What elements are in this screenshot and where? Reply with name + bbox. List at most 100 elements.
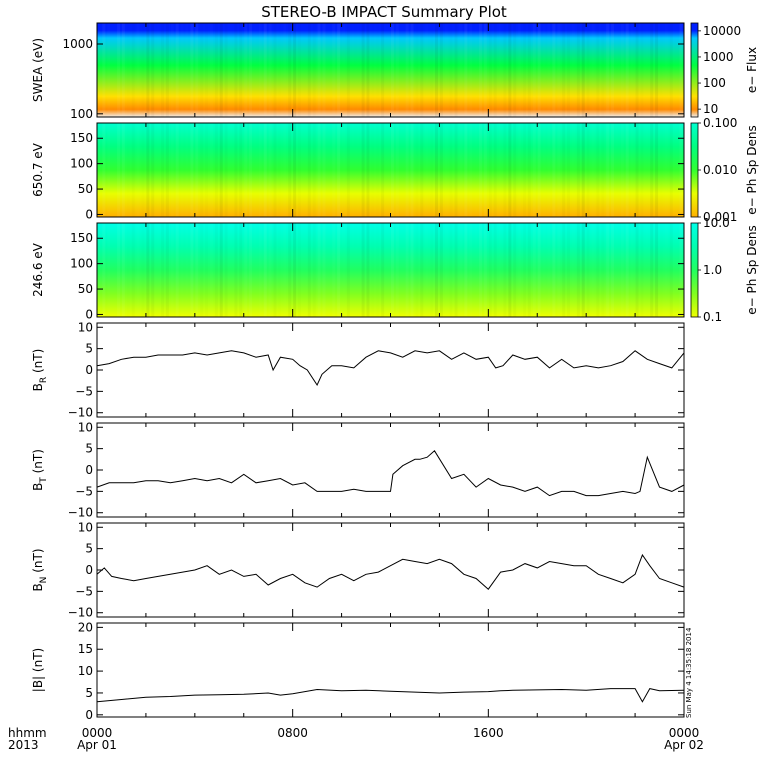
heatmap-streak	[127, 23, 130, 117]
heatmap-streak	[679, 123, 683, 217]
heatmap-streak	[645, 223, 648, 317]
heatmap-streak	[537, 23, 541, 117]
heatmap-streak	[503, 123, 506, 217]
panel-3: 0.1 1.0 10.0 e− Ph Sp Dens 0 50 100 150 246.6 eV	[31, 216, 759, 324]
y-tick-label: 5	[85, 542, 93, 556]
heatmap-streak	[127, 223, 130, 317]
heatmap-streak	[494, 23, 497, 117]
time-axis-row1-label: hhmm	[8, 726, 47, 740]
heatmap-streak	[293, 223, 297, 317]
heatmap-streak	[640, 23, 643, 117]
heatmap-streak	[381, 23, 384, 117]
heatmap-streak	[508, 23, 512, 117]
y-tick-label: 15	[78, 642, 93, 656]
colorbar-tick-label: 0.100	[703, 116, 737, 130]
heatmap-streak	[655, 223, 659, 317]
y-tick-label: 0	[85, 463, 93, 477]
heatmap-streak	[195, 123, 198, 217]
heatmap-streak	[298, 223, 301, 317]
heatmap-streak	[581, 123, 585, 217]
heatmap-streak	[577, 23, 580, 117]
heatmap-streak	[650, 223, 654, 317]
heatmap-streak	[552, 23, 556, 117]
heatmap-streak	[611, 23, 615, 117]
heatmap-streak	[200, 223, 203, 317]
y-tick-label: 0	[85, 307, 93, 321]
heatmap-streak	[469, 123, 472, 217]
heatmap-streak	[102, 223, 106, 317]
heatmap-streak	[518, 223, 521, 317]
heatmap-streak	[528, 223, 531, 317]
heatmap-streak	[366, 223, 370, 317]
heatmap-streak	[156, 23, 159, 117]
time-tick-label: 0000	[669, 726, 700, 740]
colorbar-label: e− Ph Sp Dens	[745, 225, 759, 314]
colorbar-tick-label: 0.010	[703, 163, 737, 177]
panel-5: −10 −5 0 5 10 BT (nT)	[31, 420, 685, 520]
heatmap-streak	[557, 23, 560, 117]
heatmap-streak	[562, 223, 565, 317]
heatmap-streak	[117, 123, 121, 217]
heatmap-streak	[210, 223, 213, 317]
heatmap-streak	[478, 223, 482, 317]
heatmap-streak	[670, 223, 673, 317]
heatmap-streak	[611, 223, 615, 317]
heatmap-field	[97, 123, 684, 217]
heatmap-streak	[342, 23, 345, 117]
heatmap-streak	[631, 23, 634, 117]
heatmap-streak	[415, 223, 418, 317]
colorbar-tick-label: 0.001	[703, 210, 737, 224]
y-tick-label: 5	[85, 342, 93, 356]
heatmap-streak	[205, 23, 208, 117]
y-tick-label: 5	[85, 442, 93, 456]
heatmap-streak	[239, 123, 242, 217]
heatmap-streak	[625, 23, 629, 117]
heatmap-streak	[244, 223, 247, 317]
panel-1: 10 100 1000 10000 e− Flux 100 1000 SWEA (eV)	[31, 22, 759, 121]
heatmap-streak	[533, 123, 536, 217]
heatmap-streak	[313, 23, 316, 117]
heatmap-streak	[234, 223, 237, 317]
heatmap-streak	[337, 223, 341, 317]
colorbar-tick-label: 10000	[703, 24, 741, 38]
series-line	[96, 350, 685, 387]
heatmap-streak	[489, 123, 492, 217]
heatmap-streak	[592, 223, 595, 317]
heatmap-streak	[166, 23, 169, 117]
heatmap-streak	[259, 23, 262, 117]
heatmap-streak	[230, 223, 233, 317]
heatmap-streak	[547, 23, 550, 117]
heatmap-streak	[572, 223, 575, 317]
heatmap-streak	[478, 23, 482, 117]
heatmap-streak	[225, 23, 228, 117]
heatmap-streak	[587, 223, 590, 317]
heatmap-streak	[274, 223, 277, 317]
heatmap-streak	[518, 23, 521, 117]
heatmap-streak	[640, 123, 643, 217]
heatmap-streak	[406, 123, 409, 217]
heatmap-streak	[156, 223, 159, 317]
heatmap-streak	[137, 23, 140, 117]
heatmap-streak	[288, 223, 291, 317]
heatmap-streak	[225, 223, 228, 317]
heatmap-streak	[494, 123, 497, 217]
heatmap-streak	[572, 123, 575, 217]
heatmap-streak	[283, 23, 286, 117]
heatmap-streak	[650, 123, 654, 217]
y-axis-label: BT (nT)	[31, 449, 49, 491]
heatmap-streak	[459, 123, 462, 217]
heatmap-streak	[342, 123, 345, 217]
heatmap-streak	[283, 123, 286, 217]
heatmap-streak	[215, 23, 218, 117]
heatmap-streak	[361, 223, 365, 317]
heatmap-streak	[499, 123, 502, 217]
heatmap-streak	[513, 123, 516, 217]
heatmap-streak	[434, 223, 438, 317]
heatmap-streak	[420, 23, 423, 117]
heatmap-streak	[230, 23, 233, 117]
heatmap-streak	[528, 123, 531, 217]
y-tick-label: 10	[78, 520, 93, 534]
heatmap-streak	[137, 223, 140, 317]
heatmap-field	[97, 23, 684, 117]
heatmap-streak	[185, 23, 188, 117]
